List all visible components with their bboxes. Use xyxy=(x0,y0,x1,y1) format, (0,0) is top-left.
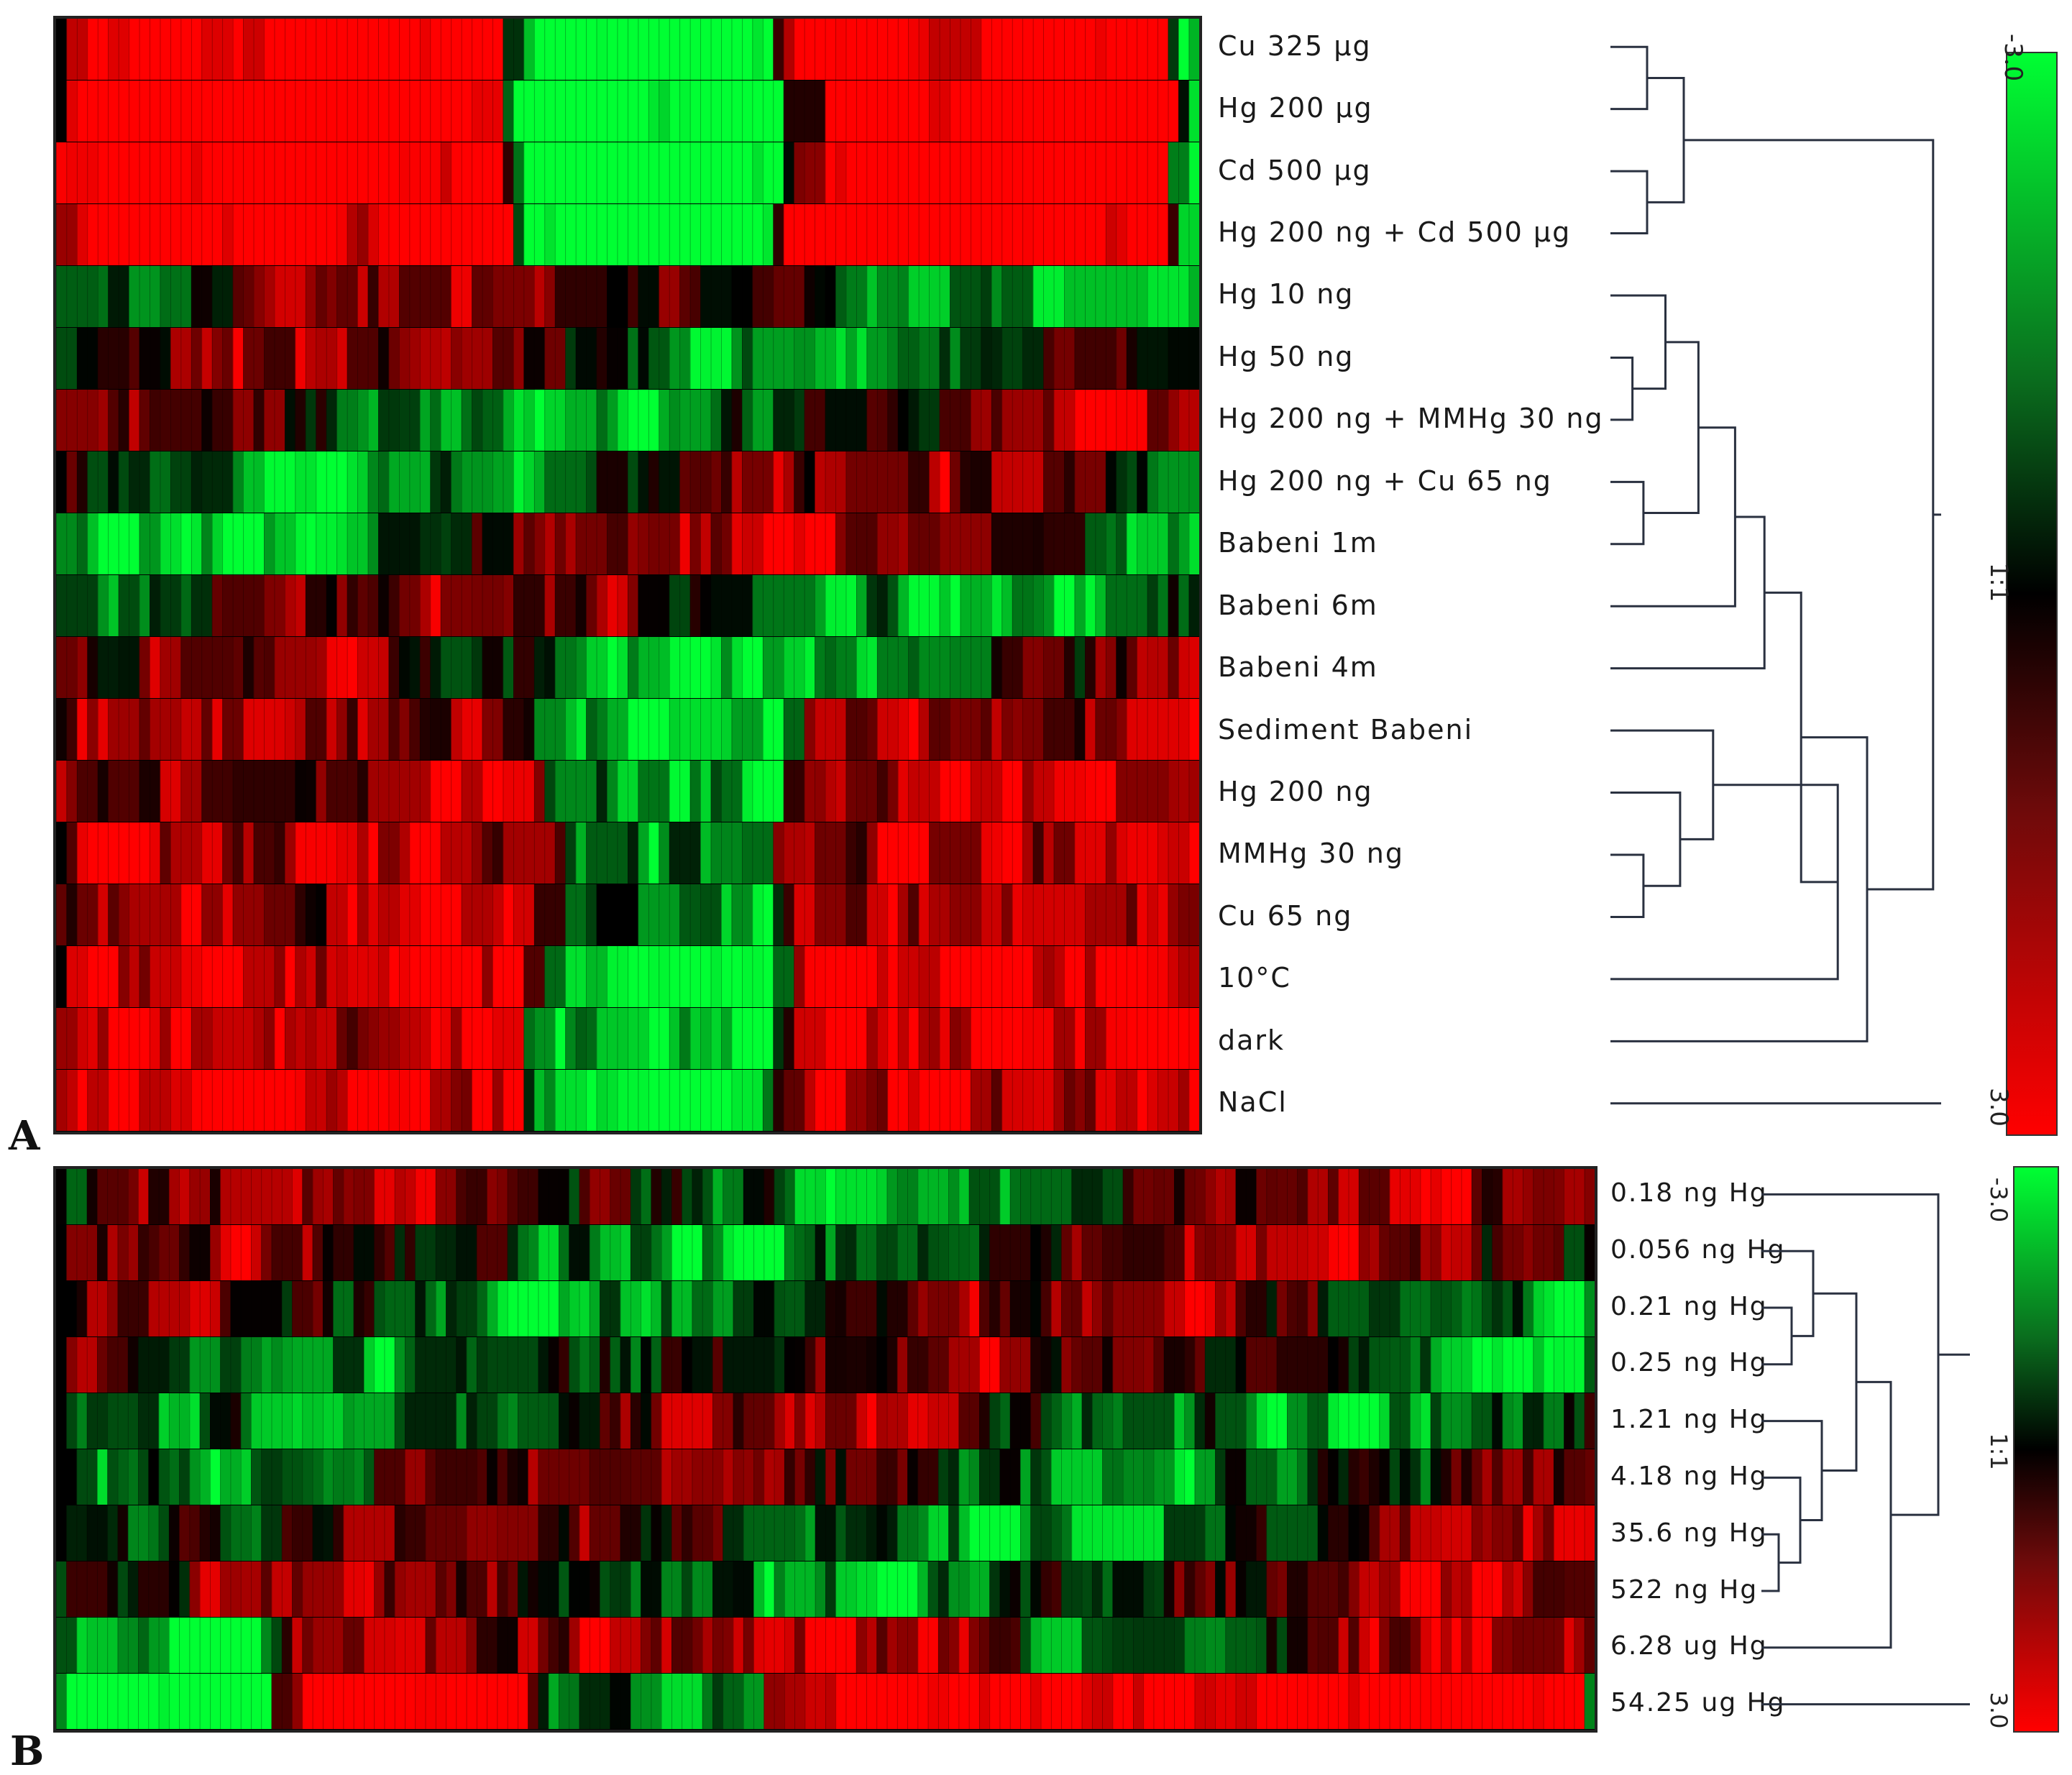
dendrogram-branch xyxy=(1610,736,1869,1042)
dendrogram-branch xyxy=(1761,1353,1970,1706)
dendrogram-branch xyxy=(1761,1533,1780,1592)
colorbar-b xyxy=(2013,1166,2059,1733)
row-label: 6.28 ug Hg xyxy=(1610,1631,1768,1661)
row-label: MMHg 30 ng xyxy=(1218,838,1404,870)
row-label: 1.21 ng Hg xyxy=(1610,1405,1768,1435)
row-label: Hg 200 ng xyxy=(1218,775,1373,807)
row-label: 0.25 ng Hg xyxy=(1610,1348,1768,1378)
row-label: Hg 10 ng xyxy=(1218,278,1354,311)
row-label: 54.25 ug Hg xyxy=(1610,1688,1786,1718)
dendrogram-branch xyxy=(1761,1476,1802,1564)
row-label: Hg 200 ng + Cu 65 ng xyxy=(1218,464,1552,497)
dendrogram-branch xyxy=(1684,139,1935,891)
heatmap-a-cells xyxy=(56,19,1199,1131)
dendrogram-branch xyxy=(1813,1292,1858,1472)
dendrogram-b xyxy=(1761,1193,1970,1706)
row-label: Cd 500 µg xyxy=(1218,154,1372,186)
row-label: Hg 200 ng + MMHg 30 ng xyxy=(1218,403,1604,435)
dendrogram-branch xyxy=(1610,170,1649,235)
dendrogram-branch xyxy=(1610,294,1667,390)
dendrogram-branch xyxy=(1764,591,1838,884)
heatmap-a xyxy=(53,16,1202,1134)
row-label: Cu 65 ng xyxy=(1218,899,1353,932)
row-label: Hg 50 ng xyxy=(1218,340,1354,372)
row-label: 522 ng Hg xyxy=(1610,1574,1759,1605)
dendrogram-branch xyxy=(1643,341,1700,515)
dendrogram-branch xyxy=(1761,1249,1815,1337)
row-label: 0.21 ng Hg xyxy=(1610,1291,1768,1321)
row-label: Babeni 1m xyxy=(1218,527,1378,559)
dendrogram-branch xyxy=(1610,356,1634,421)
dendrogram-branch xyxy=(1761,1193,1940,1516)
dendrogram-a xyxy=(1610,45,1941,1105)
row-label: 35.6 ng Hg xyxy=(1610,1518,1768,1548)
dendrogram-branch xyxy=(1610,45,1649,111)
dendrogram-branch xyxy=(1610,729,1715,840)
row-label: 0.056 ng Hg xyxy=(1610,1234,1786,1265)
row-label: Sediment Babeni xyxy=(1218,713,1474,746)
dendrogram-branch xyxy=(1647,76,1685,203)
dendrogram-branch xyxy=(1761,1420,1823,1521)
dendrogram-branch xyxy=(1610,513,1941,1105)
row-label: Babeni 4m xyxy=(1218,651,1378,684)
colorbar-b-bottom-label: 3.0 xyxy=(1985,1692,2012,1729)
row-label: 10°C xyxy=(1218,962,1291,994)
colorbar-a-top-label: -3.0 xyxy=(1999,33,2027,82)
row-label: Babeni 6m xyxy=(1218,589,1378,621)
panel-letter-a: A xyxy=(9,1112,40,1160)
row-label: 0.18 ng Hg xyxy=(1610,1178,1768,1208)
row-label: dark xyxy=(1218,1024,1285,1056)
row-label: NaCl xyxy=(1218,1086,1288,1119)
colorbar-b-mid-label: 1:1 xyxy=(1985,1433,2012,1470)
colorbar-a xyxy=(2006,52,2058,1136)
dendrogram-branch xyxy=(1610,792,1682,887)
colorbar-b-top-label: -3.0 xyxy=(1985,1177,2012,1223)
heatmap-b-cells xyxy=(56,1169,1595,1729)
row-labels-b: 0.18 ng Hg 0.056 ng Hg 0.21 ng Hg 0.25 ng H… xyxy=(1610,1166,1790,1733)
row-labels-a: Cu 325 µg Hg 200 µg Cd 500 µg Hg 200 ng + C… xyxy=(1218,16,1621,1134)
row-label: 4.18 ng Hg xyxy=(1610,1462,1768,1492)
row-label: Cu 325 µg xyxy=(1218,29,1372,62)
heatmap-b xyxy=(53,1166,1597,1733)
row-label: Hg 200 ng + Cd 500 µg xyxy=(1218,216,1572,248)
colorbar-a-bottom-label: 3.0 xyxy=(1984,1087,2013,1127)
dendrogram-branch xyxy=(1610,480,1645,546)
dendrogram-branch xyxy=(1610,426,1736,607)
dendrogram-branch xyxy=(1761,1306,1793,1366)
row-label: Hg 200 µg xyxy=(1218,92,1373,124)
dendrogram-branch xyxy=(1610,515,1766,670)
colorbar-a-mid-label: 1:1 xyxy=(1984,562,2013,602)
panel-letter-b: B xyxy=(10,1728,45,1775)
dendrogram-branch xyxy=(1610,853,1645,918)
